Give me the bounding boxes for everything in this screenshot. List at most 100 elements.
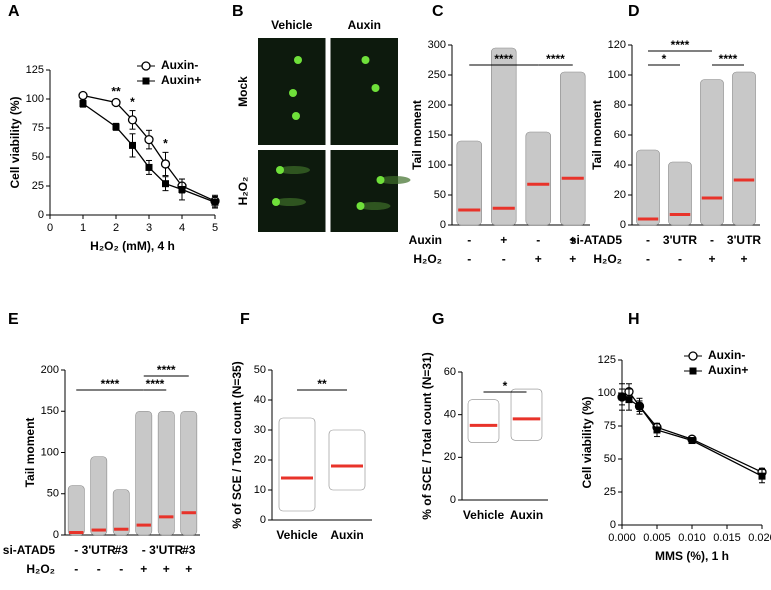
row-value: -: [467, 233, 471, 247]
row-value: -: [74, 543, 78, 557]
row-value: -: [678, 252, 682, 266]
bracket-label: ****: [101, 377, 120, 391]
dot-cloud: [328, 429, 366, 491]
legend-label: Auxin+: [708, 363, 748, 377]
comet-head: [361, 56, 370, 64]
bracket-label: **: [317, 377, 327, 391]
legend-label: Auxin-: [708, 348, 745, 362]
x-tick-label: 5: [212, 222, 218, 234]
x-tick-label: 0.000: [608, 532, 636, 544]
dot-cloud: [90, 456, 108, 536]
panel-label: D: [628, 3, 640, 20]
dot-cloud: [668, 161, 692, 226]
row-value: +: [569, 233, 576, 247]
y-tick-label: 50: [434, 189, 446, 201]
row-value: 3'UTR: [149, 543, 184, 557]
y-tick-label: 80: [614, 99, 626, 111]
panel-label: C: [432, 3, 444, 20]
y-tick-label: 0: [53, 529, 59, 541]
x-tick-label: 4: [179, 222, 185, 234]
panel-label: E: [8, 311, 19, 328]
point: [145, 163, 153, 171]
row-label: Mock: [236, 76, 250, 107]
bracket-label: ****: [157, 363, 176, 377]
y-axis-label: % of SCE / Total count (N=35): [230, 361, 244, 528]
comet-image: [330, 38, 398, 145]
y-tick-label: 0: [610, 519, 616, 531]
comet-head: [289, 89, 297, 97]
x-tick-label: 0.010: [678, 532, 706, 544]
row-label: Auxin: [409, 233, 442, 247]
dot-cloud: [112, 489, 130, 536]
dot-cloud: [510, 388, 543, 441]
comet-head: [376, 176, 385, 184]
x-tick-label: 0.005: [643, 532, 671, 544]
y-tick-label: 25: [604, 486, 616, 498]
bracket-label: ****: [494, 52, 513, 66]
point: [618, 393, 626, 401]
row-label: si-ATAD5: [570, 233, 623, 247]
y-tick-label: 40: [254, 394, 266, 406]
point: [211, 198, 219, 206]
y-tick-label: 50: [254, 364, 266, 376]
comet-head: [356, 202, 365, 210]
x-tick-label: 0: [47, 222, 53, 234]
y-tick-label: 40: [444, 409, 456, 421]
bracket-label: ****: [546, 52, 565, 66]
row-value: -: [502, 252, 506, 266]
y-tick-label: 50: [604, 453, 616, 465]
point: [162, 180, 169, 188]
legend-marker: [689, 367, 697, 375]
y-tick-label: 125: [26, 64, 44, 76]
dot-cloud: [67, 485, 85, 536]
point: [653, 426, 661, 434]
x-tick-label: 2: [113, 222, 119, 234]
x-axis-label: H₂O₂ (mM), 4 h: [90, 239, 175, 253]
annotation: *: [163, 137, 168, 151]
y-tick-label: 25: [32, 180, 44, 192]
annotation: *: [130, 95, 135, 109]
bracket-label: *: [662, 52, 667, 66]
legend-marker: [141, 61, 151, 71]
row-value: -: [646, 233, 650, 247]
y-tick-label: 150: [428, 129, 446, 141]
comet-image: [258, 150, 326, 232]
y-tick-label: 300: [428, 39, 446, 51]
row-value: 3'UTR: [663, 233, 698, 247]
y-tick-label: 100: [598, 387, 616, 399]
dot-cloud: [456, 140, 482, 226]
point: [758, 472, 766, 480]
y-tick-label: 0: [440, 219, 446, 231]
y-tick-label: 100: [428, 159, 446, 171]
row-value: #3: [182, 543, 196, 557]
y-axis-label: Tail moment: [410, 100, 424, 170]
comet-head: [294, 56, 302, 64]
y-axis-label: Cell viability (%): [8, 96, 22, 188]
x-tick-label: Vehicle: [463, 508, 505, 522]
y-tick-label: 20: [614, 189, 626, 201]
row-label: H₂O₂: [236, 177, 250, 206]
y-tick-label: 150: [41, 405, 59, 417]
y-tick-label: 200: [41, 364, 59, 376]
comet-head: [272, 198, 280, 206]
y-axis-label: Tail moment: [590, 100, 604, 170]
dot-cloud: [157, 410, 175, 536]
row-value: #3: [115, 543, 129, 557]
comet-head: [371, 84, 380, 92]
row-label: H₂O₂: [593, 252, 622, 266]
row-value: -: [467, 252, 471, 266]
row-value: -: [74, 562, 78, 576]
y-tick-label: 50: [32, 151, 44, 163]
row-value: -: [119, 562, 123, 576]
y-tick-label: 50: [47, 488, 59, 500]
bracket-label: ****: [719, 52, 738, 66]
dot-cloud: [700, 79, 724, 226]
y-tick-label: 250: [428, 69, 446, 81]
x-tick-label: 0.020: [748, 532, 771, 544]
y-tick-label: 125: [598, 354, 616, 366]
bracket-label: ****: [146, 377, 165, 391]
row-value: +: [535, 252, 542, 266]
y-tick-label: 30: [254, 424, 266, 436]
row-value: 3'UTR: [727, 233, 762, 247]
